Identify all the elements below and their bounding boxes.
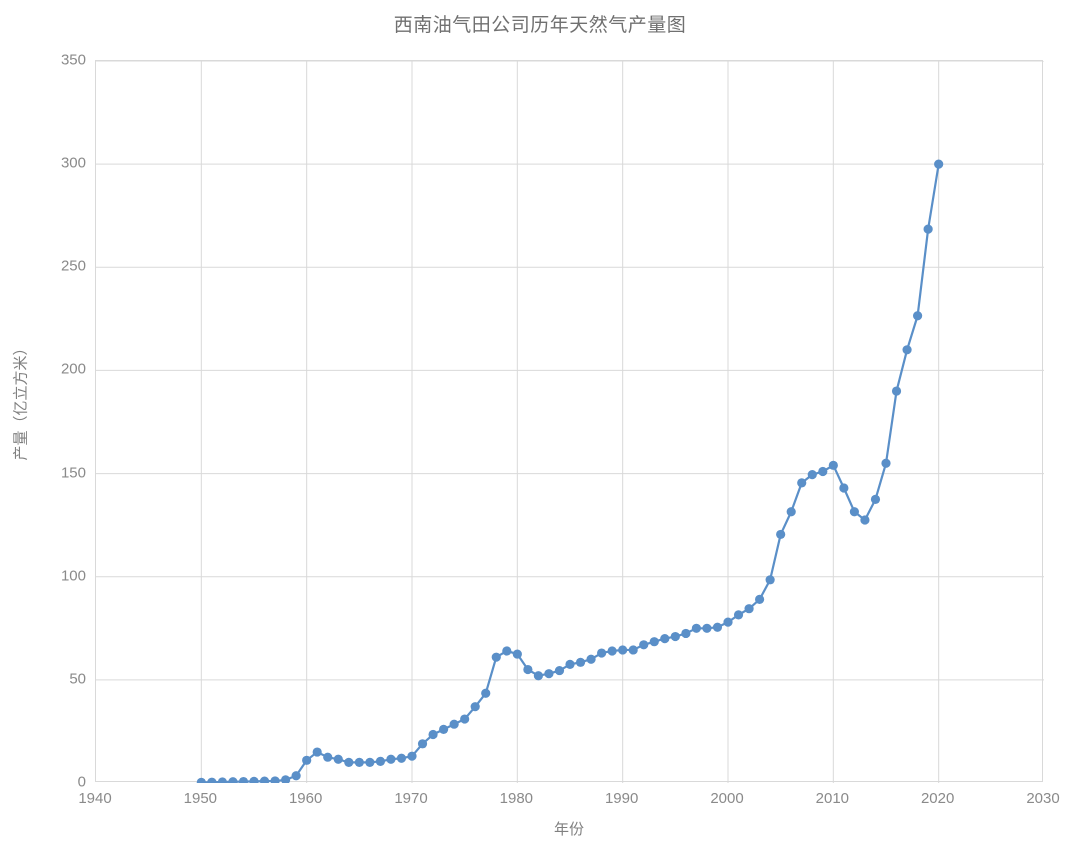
data-point-marker bbox=[407, 751, 417, 761]
x-tick-label: 2010 bbox=[815, 790, 850, 807]
data-point-marker bbox=[270, 776, 280, 783]
data-point-marker bbox=[618, 645, 628, 655]
x-axis-title: 年份 bbox=[553, 822, 584, 838]
data-point-marker bbox=[881, 458, 891, 468]
horizontal-gridlines bbox=[96, 61, 1044, 681]
x-tick-label: 1990 bbox=[604, 790, 639, 807]
x-tick-label: 2020 bbox=[920, 790, 955, 807]
data-point-marker bbox=[217, 777, 227, 783]
data-point-marker bbox=[765, 575, 775, 585]
data-point-marker bbox=[281, 775, 291, 783]
data-point-marker bbox=[417, 739, 428, 749]
data-point-marker bbox=[639, 640, 649, 650]
data-point-marker bbox=[428, 729, 438, 740]
data-point-marker bbox=[913, 311, 923, 321]
data-point-marker bbox=[670, 631, 680, 642]
x-tick-label: 1950 bbox=[183, 790, 218, 807]
y-tick-label: 300 bbox=[60, 154, 86, 172]
data-point-marker bbox=[238, 776, 249, 783]
data-point-marker bbox=[681, 628, 691, 639]
data-point-marker bbox=[354, 757, 364, 767]
data-point-marker bbox=[333, 754, 343, 764]
y-tick-label: 150 bbox=[60, 464, 86, 482]
data-point-marker bbox=[502, 646, 512, 656]
data-point-marker bbox=[449, 719, 459, 729]
data-point-marker bbox=[323, 752, 333, 762]
data-point-marker bbox=[554, 665, 565, 676]
data-point-marker bbox=[586, 654, 596, 664]
data-point-marker bbox=[512, 649, 522, 659]
chart-title: 西南油气田公司历年天然气产量图 bbox=[393, 15, 687, 36]
y-tick-label: 50 bbox=[69, 670, 86, 688]
line-chart-svg bbox=[96, 61, 1044, 783]
data-point-marker bbox=[375, 756, 385, 766]
data-point-marker bbox=[523, 664, 533, 675]
data-point-marker bbox=[228, 777, 238, 783]
x-tick-label: 2030 bbox=[1026, 790, 1060, 807]
data-point-marker bbox=[259, 776, 270, 783]
data-point-marker bbox=[628, 645, 638, 655]
data-point-marker bbox=[386, 754, 396, 764]
data-point-marker bbox=[712, 622, 723, 632]
data-point-marker bbox=[607, 646, 617, 656]
data-point-marker bbox=[702, 623, 712, 633]
data-point-marker bbox=[196, 777, 206, 783]
production-series-markers bbox=[196, 159, 944, 783]
data-point-marker bbox=[839, 483, 849, 493]
vertical-gridlines bbox=[200, 61, 940, 783]
x-axis-tick-labels: 1940 1950 1960 1970 1980 1990 2000 2010 2020 2030 bbox=[78, 790, 1059, 814]
data-point-marker bbox=[533, 671, 543, 681]
data-point-marker bbox=[776, 529, 786, 540]
data-point-marker bbox=[733, 610, 744, 620]
y-tick-label: 0 bbox=[77, 773, 86, 791]
data-point-marker bbox=[934, 159, 944, 169]
data-point-marker bbox=[723, 617, 733, 627]
data-point-marker bbox=[460, 714, 470, 724]
y-tick-label: 100 bbox=[60, 567, 86, 585]
x-tick-label: 1960 bbox=[288, 790, 323, 807]
x-tick-label: 1970 bbox=[394, 790, 428, 807]
data-point-marker bbox=[807, 470, 817, 480]
plot-area bbox=[95, 60, 1044, 783]
data-point-marker bbox=[649, 637, 659, 647]
data-point-marker bbox=[786, 507, 796, 517]
data-point-marker bbox=[849, 507, 860, 517]
data-point-marker bbox=[755, 594, 765, 605]
data-point-marker bbox=[207, 777, 217, 783]
data-point-marker bbox=[439, 724, 449, 734]
data-point-marker bbox=[797, 478, 807, 488]
data-point-marker bbox=[249, 776, 259, 783]
data-point-marker bbox=[565, 659, 575, 669]
data-point-marker bbox=[660, 634, 670, 644]
data-point-marker bbox=[923, 224, 933, 234]
x-tick-label: 2000 bbox=[710, 790, 744, 807]
data-point-marker bbox=[818, 466, 828, 477]
data-point-marker bbox=[575, 657, 586, 667]
data-point-marker bbox=[860, 515, 870, 525]
data-point-marker bbox=[491, 652, 501, 662]
data-point-marker bbox=[344, 757, 354, 767]
x-tick-label: 1940 bbox=[78, 790, 112, 807]
y-tick-label: 200 bbox=[60, 360, 86, 378]
data-point-marker bbox=[902, 345, 912, 355]
x-tick-label: 1980 bbox=[499, 790, 534, 807]
data-point-marker bbox=[597, 648, 607, 658]
data-point-marker bbox=[870, 494, 881, 504]
data-point-marker bbox=[544, 669, 554, 679]
data-point-marker bbox=[396, 753, 407, 763]
y-tick-label: 350 bbox=[60, 51, 86, 69]
data-point-marker bbox=[891, 386, 902, 396]
data-point-marker bbox=[312, 747, 322, 757]
y-tick-label: 250 bbox=[60, 257, 86, 275]
data-point-marker bbox=[691, 623, 702, 633]
data-point-marker bbox=[828, 460, 838, 470]
data-point-marker bbox=[365, 757, 375, 767]
data-point-marker bbox=[481, 688, 491, 698]
data-point-marker bbox=[302, 755, 312, 765]
data-point-marker bbox=[744, 604, 754, 614]
data-point-marker bbox=[291, 771, 301, 781]
data-point-marker bbox=[470, 702, 480, 712]
y-axis-tick-labels: 0 50 100 150 200 250 300 350 bbox=[0, 52, 86, 791]
